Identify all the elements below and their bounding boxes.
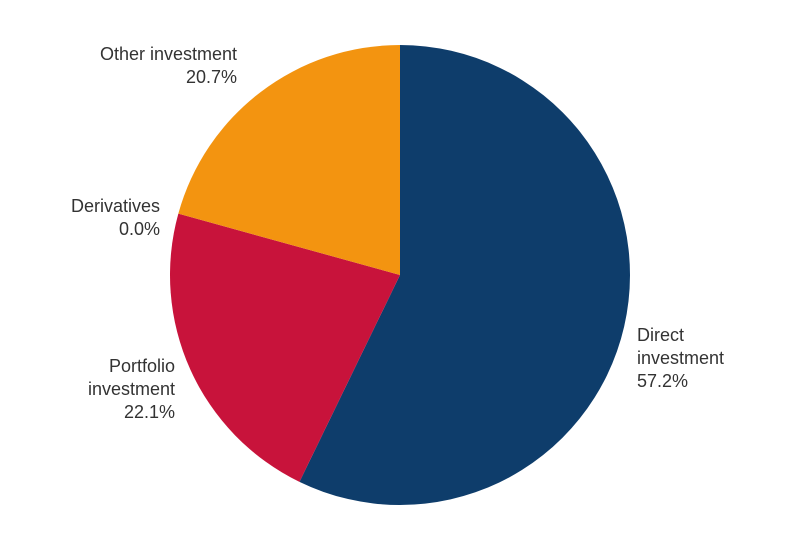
pie-slice <box>169 213 400 482</box>
slice-label: Direct investment 57.2% <box>637 324 757 393</box>
slice-label: Portfolio investment 22.1% <box>60 355 175 424</box>
pie-slice <box>299 45 630 506</box>
value-label: 22.1% <box>123 402 175 422</box>
category-label: Other investment <box>99 44 237 64</box>
value-label: 0.0% <box>118 219 160 239</box>
pie-slice <box>178 45 400 275</box>
category-label: Direct investment <box>637 325 725 368</box>
category-label: Derivatives <box>70 196 160 216</box>
value-label: 20.7% <box>185 67 237 87</box>
slice-label: Derivatives 0.0% <box>20 195 160 241</box>
slice-label: Other investment 20.7% <box>40 43 237 89</box>
category-label: Portfolio investment <box>87 356 175 399</box>
value-label: 57.2% <box>637 371 689 391</box>
